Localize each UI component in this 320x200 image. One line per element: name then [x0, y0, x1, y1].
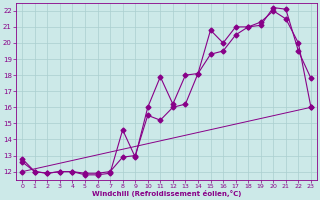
X-axis label: Windchill (Refroidissement éolien,°C): Windchill (Refroidissement éolien,°C): [92, 190, 241, 197]
